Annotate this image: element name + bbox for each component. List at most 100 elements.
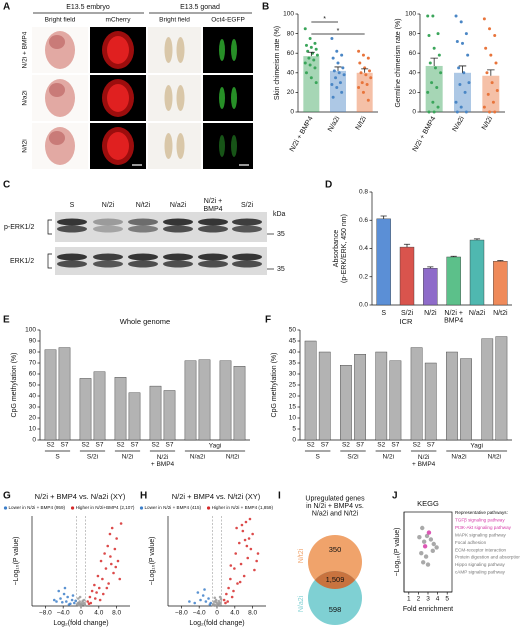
y-tick-label: 50 — [29, 382, 37, 389]
embryo-head — [49, 35, 65, 49]
x-tick-label: S7 — [356, 442, 364, 449]
bar — [58, 347, 71, 441]
embryo-fluor — [107, 36, 129, 64]
data-point — [314, 81, 318, 85]
lane-label: N/t2i — [136, 202, 151, 209]
error-bar — [361, 68, 369, 73]
pathway-label: Focal adhesion — [455, 540, 487, 545]
text-line: N/2i + — [204, 198, 222, 205]
bar — [454, 72, 471, 112]
data-point — [106, 544, 110, 548]
legend-marker — [3, 506, 8, 510]
x-tick-label: 8.0 — [112, 610, 121, 617]
group-label: N/a2i — [190, 454, 205, 461]
data-point — [216, 604, 219, 607]
panel-label: A — [3, 2, 10, 13]
band — [198, 253, 228, 261]
header: E13.5 gonad — [180, 4, 220, 11]
y-tick-label: 20 — [289, 393, 297, 400]
chart-title: N/2i + BMP4 vs. N/t2i (XY) — [172, 492, 261, 501]
bar — [423, 268, 438, 306]
data-point — [419, 550, 424, 556]
legend-label: Lower in N/2i + BMP4 (959) — [9, 505, 66, 510]
data-point — [256, 552, 260, 555]
y-tick-label: 0 — [32, 437, 36, 444]
data-point — [95, 591, 98, 594]
data-point — [83, 601, 86, 605]
data-point — [71, 594, 75, 597]
data-point — [485, 71, 489, 75]
error-bar — [334, 66, 342, 71]
bar — [495, 336, 508, 441]
data-point — [455, 110, 459, 114]
data-point — [213, 596, 217, 600]
data-point — [308, 37, 312, 40]
data-point — [455, 39, 459, 43]
data-point — [217, 602, 221, 605]
overlap-region — [308, 571, 362, 589]
bar — [469, 239, 485, 306]
x-tick-label: S2 — [413, 442, 421, 449]
data-point — [427, 110, 431, 114]
data-point — [241, 529, 245, 533]
y-tick-label: 10 — [289, 415, 297, 422]
data-point — [486, 92, 490, 96]
x-tick-label: S2 — [342, 442, 350, 449]
data-point — [217, 599, 221, 603]
data-point — [423, 554, 429, 559]
data-point — [115, 537, 118, 540]
data-point — [83, 603, 87, 607]
bar — [425, 65, 443, 112]
data-point — [484, 46, 488, 50]
bar — [340, 365, 352, 441]
band — [57, 225, 87, 233]
data-point — [66, 595, 69, 599]
data-point — [359, 71, 363, 75]
data-point — [314, 47, 318, 51]
y-axis-label: −Log₁₀(P value) — [13, 537, 20, 586]
row-label: N/2i + BMP4 — [22, 31, 29, 68]
band — [198, 225, 228, 233]
marker-label: 35 — [277, 266, 285, 273]
gonad-fluor — [219, 135, 225, 157]
data-point — [482, 105, 486, 109]
data-point — [336, 61, 340, 65]
legend-marker — [139, 506, 144, 510]
y-tick-label: 10 — [29, 426, 37, 433]
x-tick-label: N/2i — [424, 310, 437, 317]
text-line: + BMP4 — [412, 461, 436, 468]
data-point — [204, 600, 208, 603]
data-point — [434, 545, 439, 550]
y-axis-label: −Log₁₀(P value) — [394, 528, 401, 577]
x-tick-label: S7 — [166, 442, 174, 449]
data-point — [482, 17, 486, 21]
y-tick-label: 0.2 — [359, 273, 368, 280]
data-point — [366, 56, 370, 60]
band — [57, 253, 87, 261]
data-point — [116, 559, 120, 563]
panel-label: D — [325, 180, 332, 191]
panel-label: G — [3, 491, 11, 502]
data-point — [104, 567, 108, 570]
data-point — [462, 71, 466, 75]
text-line: Upregulated genes — [305, 495, 365, 502]
data-point — [52, 598, 56, 602]
data-point — [74, 599, 77, 603]
lane-label: N/a2i — [170, 202, 187, 209]
blot-bracket — [47, 253, 52, 269]
data-point — [340, 90, 344, 94]
x-tick-label: 0 — [79, 610, 83, 617]
data-point — [424, 533, 430, 539]
gonad — [176, 37, 185, 63]
data-point — [246, 556, 250, 560]
data-point — [303, 27, 307, 31]
x-tick-label: S2 — [47, 442, 55, 449]
x-tick-label: N/2i + BMP4 — [444, 310, 463, 325]
text-line: Absorbance — [333, 230, 340, 267]
y-tick-label: 0 — [412, 109, 416, 116]
gonad — [176, 85, 185, 111]
x-tick-label: 0 — [215, 610, 219, 617]
x-tick-label: S2 — [152, 442, 160, 449]
pathway-label: cAMP signaling pathway — [455, 570, 506, 575]
